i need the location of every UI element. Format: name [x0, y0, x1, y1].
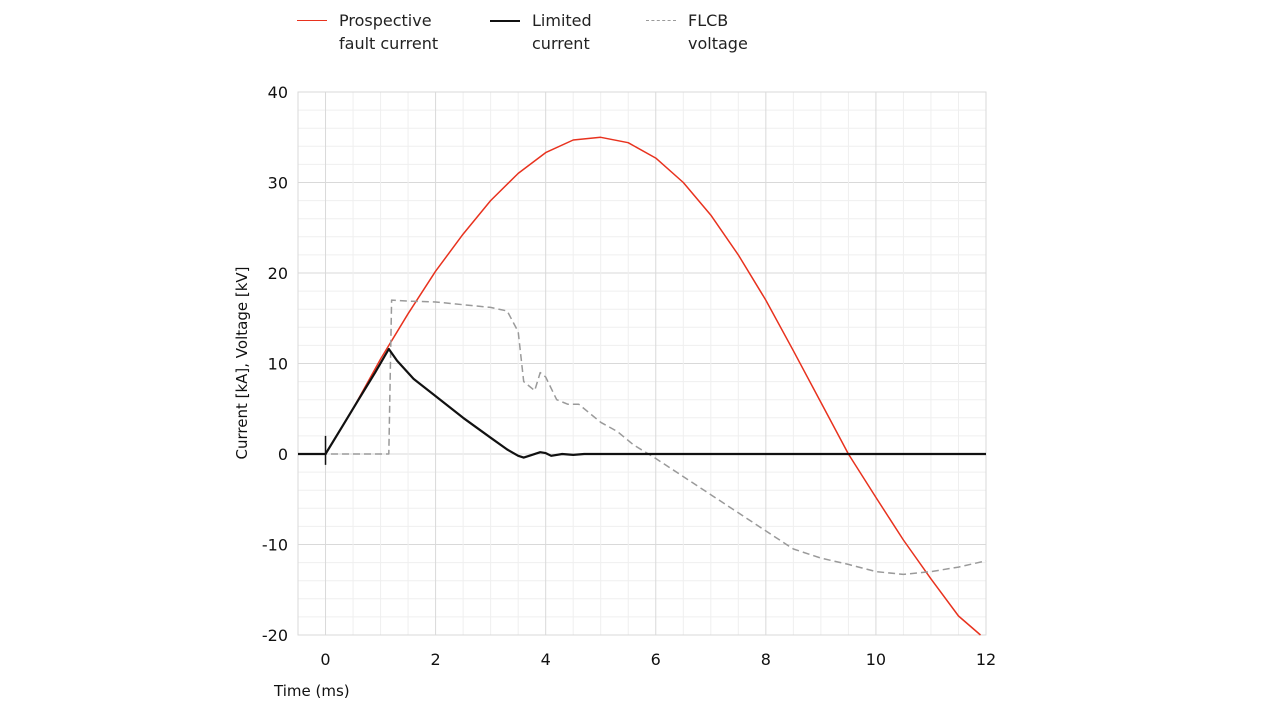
y-tick-label: -20 — [262, 626, 288, 645]
x-axis-label: Time (ms) — [273, 682, 350, 700]
tick-labels: 40 30 20 10 0 -10 -20 0 2 4 6 8 10 12 — [262, 83, 996, 669]
x-tick-label: 10 — [866, 650, 886, 669]
legend-swatch-limited — [490, 20, 520, 22]
x-tick-label: 2 — [431, 650, 441, 669]
y-tick-label: -10 — [262, 536, 288, 555]
y-axis-label: Current [kA], Voltage [kV] — [233, 267, 251, 460]
y-tick-label: 40 — [268, 83, 288, 102]
legend-label-prospective: Prospective fault current — [339, 11, 439, 53]
legend-item-prospective: Prospective fault current — [297, 9, 438, 55]
y-tick-label: 20 — [268, 264, 288, 283]
legend-swatch-prospective — [297, 20, 327, 21]
x-tick-label: 12 — [976, 650, 996, 669]
x-tick-label: 6 — [651, 650, 661, 669]
legend-item-limited: Limited current — [490, 9, 592, 55]
y-tick-label: 0 — [278, 445, 288, 464]
legend-swatch-flcb — [646, 20, 676, 21]
grid — [298, 91, 987, 636]
y-tick-label: 10 — [268, 355, 288, 374]
plot-frame — [297, 91, 987, 636]
legend-label-flcb: FLCB voltage — [688, 11, 748, 53]
legend-label-limited: Limited current — [532, 11, 592, 53]
legend-item-flcb: FLCB voltage — [646, 9, 748, 55]
series-line-prospective — [324, 136, 981, 636]
series-group — [298, 136, 987, 636]
y-tick-label: 30 — [268, 174, 288, 193]
x-tick-label: 0 — [320, 650, 330, 669]
x-tick-label: 4 — [541, 650, 551, 669]
series-line-limited — [298, 347, 986, 459]
x-tick-label: 8 — [761, 650, 771, 669]
series-line-flcb — [298, 299, 987, 576]
